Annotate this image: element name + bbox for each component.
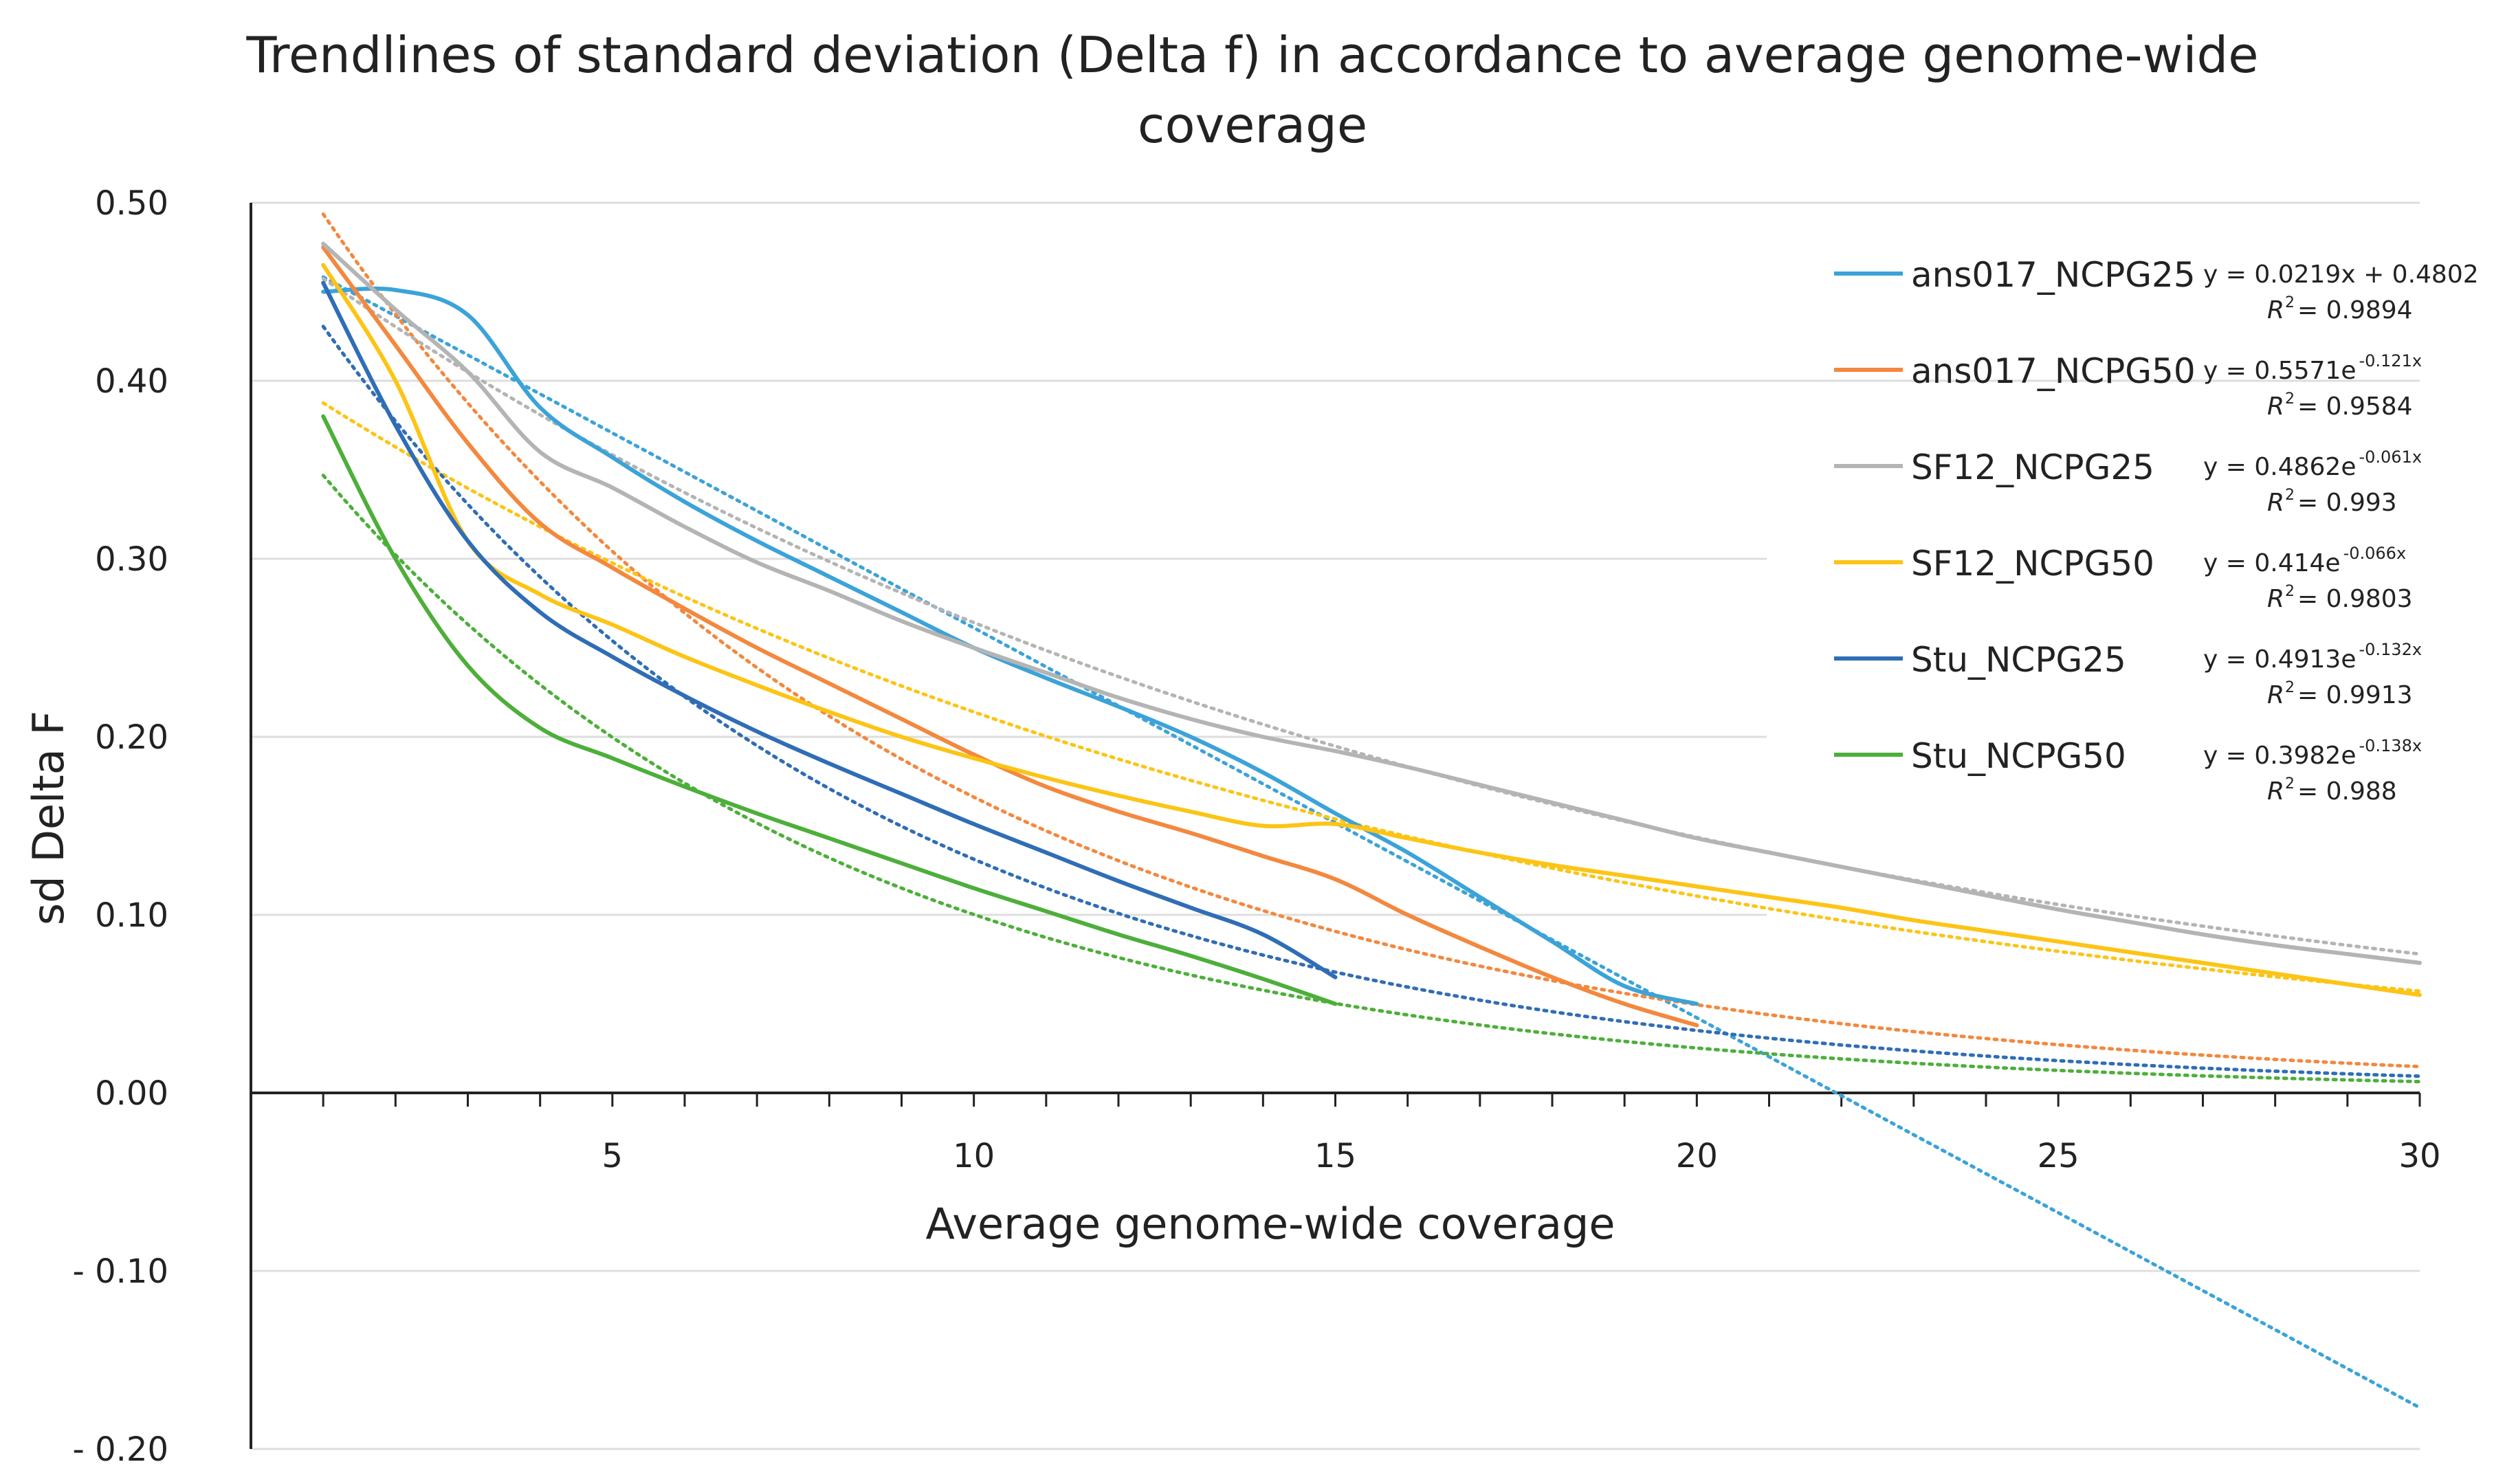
r-squared-exponent: 2 xyxy=(2285,775,2295,793)
r-squared-exponent: 2 xyxy=(2285,294,2295,311)
x-tick-label: 20 xyxy=(1676,1137,1718,1175)
y-tick-label: 0.10 xyxy=(95,896,168,935)
legend-label: Stu_NCPG50 xyxy=(1911,736,2126,776)
gridlines xyxy=(251,201,2420,1450)
trend-equation-exponent: -0.061x xyxy=(2359,447,2422,467)
trend-equation-exponent: -0.066x xyxy=(2343,544,2407,563)
series-line-SF12_NCPG25 xyxy=(321,241,2422,965)
trend-equation: y = 0.0219x + 0.4802 xyxy=(2203,261,2479,289)
legend-label: ans017_NCPG25 xyxy=(1911,255,2196,295)
x-tick-label: 5 xyxy=(602,1137,624,1175)
trend-equation: y = 0.4862e xyxy=(2203,453,2356,481)
y-tick-label: 0.20 xyxy=(95,718,168,757)
series-line-Stu_NCPG50 xyxy=(321,414,1338,1006)
r-squared-value: = 0.9894 xyxy=(2297,296,2413,324)
x-axis-title: Average genome-wide coverage xyxy=(926,1199,1615,1249)
legend-label: SF12_NCPG50 xyxy=(1911,544,2154,584)
x-tick-label: 30 xyxy=(2398,1137,2440,1175)
legend-label: Stu_NCPG25 xyxy=(1911,640,2126,680)
trendline-SF12_NCPG50 xyxy=(321,401,2422,993)
trendline-Stu_NCPG50 xyxy=(321,474,2422,1084)
y-tick-label: 0.30 xyxy=(95,540,168,579)
series-line-Stu_NCPG25 xyxy=(321,280,1338,979)
series-line-ans017_NCPG50 xyxy=(321,245,1699,1028)
trendline-ans017_NCPG50 xyxy=(321,212,2422,1069)
r-squared-value: = 0.988 xyxy=(2297,777,2397,806)
series-line-SF12_NCPG50 xyxy=(321,263,2422,997)
r-squared-value: = 0.993 xyxy=(2297,489,2397,517)
y-tick-label: 0.40 xyxy=(95,362,168,401)
trend-equation-exponent: -0.132x xyxy=(2359,640,2422,659)
series-line-ans017_NCPG25 xyxy=(321,286,1699,1006)
y-axis-title: sd Delta F xyxy=(23,711,74,925)
trend-equation-exponent: -0.138x xyxy=(2359,736,2422,755)
r-squared-exponent: 2 xyxy=(2285,487,2295,504)
x-axis-ticks xyxy=(322,1093,2421,1107)
r-squared-value: = 0.9913 xyxy=(2297,681,2413,709)
trendline-ans017_NCPG25 xyxy=(321,275,2422,1410)
r-squared-symbol: R xyxy=(2267,585,2284,613)
x-tick-label: 25 xyxy=(2038,1137,2079,1175)
legend-label: SF12_NCPG25 xyxy=(1911,447,2154,487)
x-tick-label: 10 xyxy=(953,1137,995,1175)
r-squared-symbol: R xyxy=(2267,392,2284,421)
r-squared-value: = 0.9584 xyxy=(2297,392,2413,421)
trend-equation: y = 0.3982e xyxy=(2203,742,2356,770)
r-squared-symbol: R xyxy=(2267,681,2284,709)
r-squared-exponent: 2 xyxy=(2285,583,2295,600)
y-tick-label: 0.00 xyxy=(95,1074,168,1113)
chart-title-line-1: Trendlines of standard deviation (Delta … xyxy=(246,26,2259,84)
trendline-SF12_NCPG25 xyxy=(321,276,2422,956)
r-squared-exponent: 2 xyxy=(2285,679,2295,696)
r-squared-symbol: R xyxy=(2267,296,2284,324)
y-tick-label: - 0.10 xyxy=(73,1252,168,1291)
trend-equation: y = 0.5571e xyxy=(2203,357,2356,385)
chart-title-line-2: coverage xyxy=(1137,96,1368,154)
trend-equation-exponent: -0.121x xyxy=(2359,351,2422,370)
r-squared-value: = 0.9803 xyxy=(2297,585,2413,613)
y-tick-label: 0.50 xyxy=(95,184,168,223)
trendline-Stu_NCPG25 xyxy=(321,324,2422,1078)
series-lines xyxy=(321,241,2422,1028)
legend-label: ans017_NCPG50 xyxy=(1911,351,2196,391)
y-tick-label: - 0.20 xyxy=(73,1430,168,1469)
x-tick-label: 15 xyxy=(1314,1137,1356,1175)
r-squared-symbol: R xyxy=(2267,489,2284,517)
trend-equation: y = 0.4913e xyxy=(2203,645,2356,674)
r-squared-exponent: 2 xyxy=(2285,390,2295,408)
r-squared-symbol: R xyxy=(2267,777,2284,806)
trend-equation: y = 0.414e xyxy=(2203,549,2341,577)
